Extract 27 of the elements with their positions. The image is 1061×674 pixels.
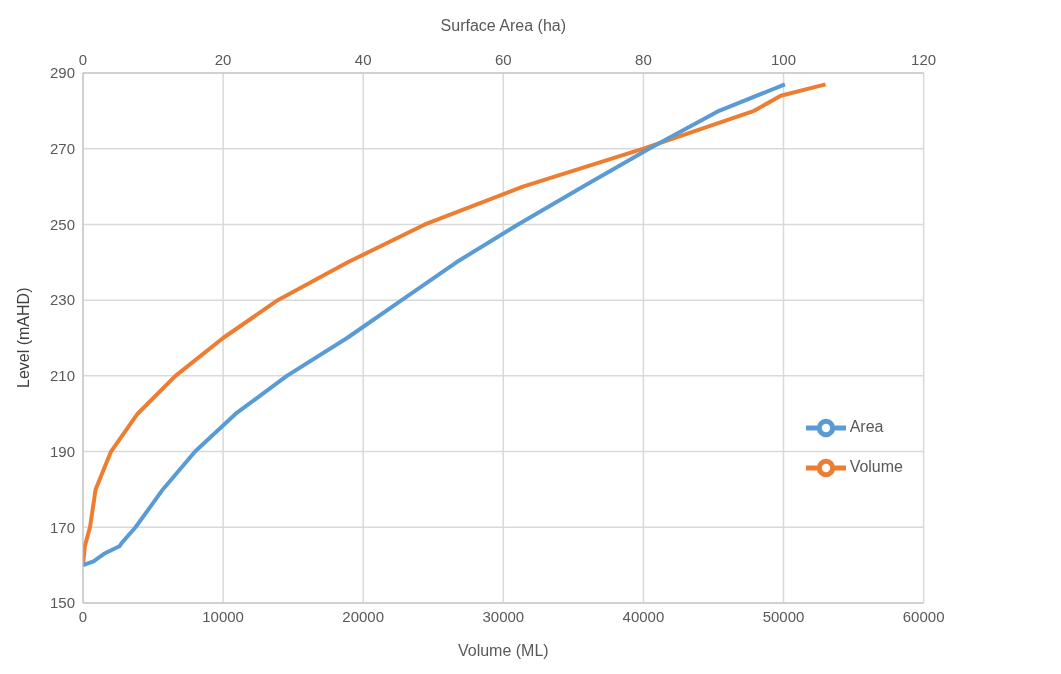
x2-tick-label: 80 bbox=[635, 51, 652, 68]
x-tick-label: 60000 bbox=[902, 607, 945, 625]
x2-tick-label: 0 bbox=[78, 51, 88, 68]
x-tick-label: 10000 bbox=[202, 607, 244, 625]
y-axis-title: Level (mAHD) bbox=[14, 287, 32, 388]
y-tick-label: 150 bbox=[49, 594, 75, 612]
x-tick-label: 30000 bbox=[482, 607, 525, 625]
y-tick-label: 210 bbox=[49, 367, 75, 385]
x2-tick-label: 40 bbox=[354, 51, 372, 68]
x2-tick-label: 60 bbox=[494, 51, 512, 68]
y-tick-label: 190 bbox=[49, 442, 75, 460]
x2-tick-label: 120 bbox=[911, 51, 937, 68]
x2-tick-label: 100 bbox=[771, 51, 797, 68]
y-tick-label: 170 bbox=[49, 518, 75, 536]
x-axis-title: Volume (ML) bbox=[457, 642, 549, 659]
y-tick-label: 230 bbox=[49, 291, 75, 309]
x-tick-label: 40000 bbox=[622, 607, 665, 625]
x-tick-label: 0 bbox=[78, 607, 88, 625]
x2-axis-title: Surface Area (ha) bbox=[440, 17, 567, 35]
y-tick-label: 270 bbox=[49, 140, 75, 158]
x-tick-label: 20000 bbox=[342, 607, 385, 625]
legend-label: Area bbox=[849, 418, 884, 436]
x-tick-label: 50000 bbox=[762, 607, 805, 625]
y-tick-label: 250 bbox=[49, 215, 75, 233]
legend-label: Volume bbox=[849, 458, 903, 476]
y-tick-label: 290 bbox=[49, 64, 75, 82]
x2-tick-label: 20 bbox=[214, 51, 232, 68]
